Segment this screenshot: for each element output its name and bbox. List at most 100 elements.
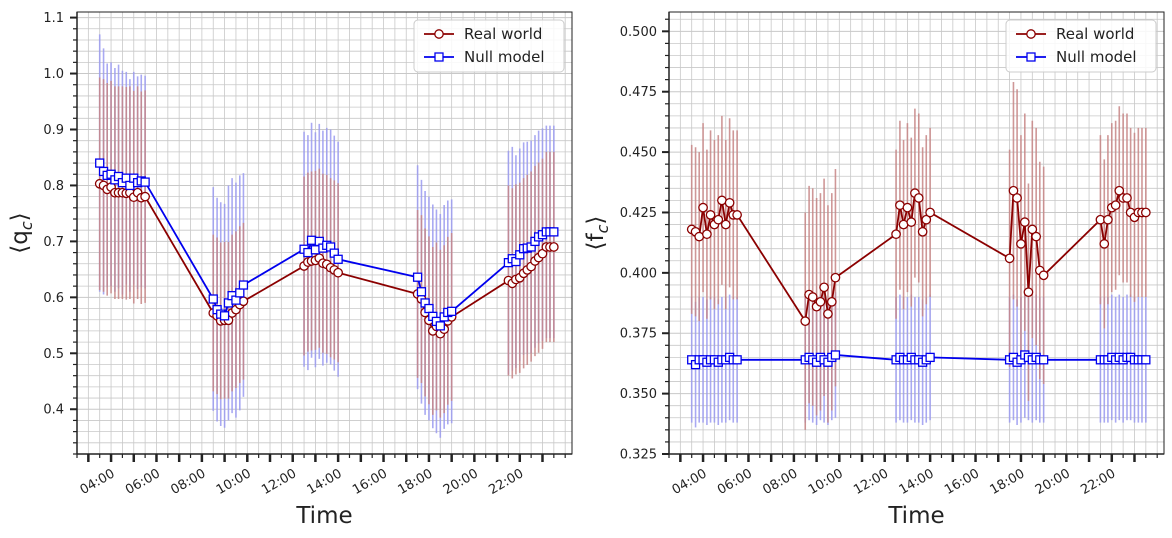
panel-qc-chart: 0.40.50.60.70.80.91.01.104:00 06:00 08:00 1…	[7, 11, 573, 529]
real-world-point	[1099, 239, 1110, 249]
plot-frame	[76, 11, 573, 455]
real-world-point	[1110, 200, 1121, 211]
real-world-point	[830, 272, 841, 283]
y-tick-label: 0.6	[43, 291, 64, 306]
real-world-point	[724, 197, 735, 208]
null-model-point	[732, 355, 742, 365]
x-axis-label: Time	[887, 503, 944, 529]
x-tick-label: 14:00	[897, 466, 937, 498]
real-world-point	[1038, 270, 1049, 281]
y-axis-label-open: ⟨q	[7, 230, 33, 254]
y-tick-label: 0.450	[620, 146, 657, 161]
real-world-point	[917, 226, 928, 237]
x-tick-label: 12:00	[851, 466, 891, 498]
y-tick-label: 0.8	[43, 179, 64, 194]
real-world-point	[819, 282, 829, 293]
legend-circle-marker	[1026, 29, 1036, 39]
real-world-point	[823, 309, 833, 319]
panel-fc-chart: 0.325 0.350 0.375 0.400 0.425 0.450 0.475 0.500…	[583, 11, 1165, 529]
real-world-point	[906, 217, 917, 227]
legend-box	[413, 19, 565, 73]
x-tick-label: 18:00	[988, 466, 1028, 498]
null-model-point	[140, 177, 150, 187]
x-tick-label: 10:00	[806, 466, 846, 498]
null-model-point	[310, 245, 321, 255]
null-model-point	[447, 306, 457, 316]
real-world-point	[902, 202, 913, 213]
x-tick-label: 08:00	[760, 466, 800, 498]
real-world-point	[1019, 217, 1030, 227]
real-world-point	[333, 267, 343, 278]
null-model-point	[306, 235, 317, 245]
y-tick-label: 0.325	[620, 448, 657, 463]
y-axis-label: ⟨fc⟩	[583, 216, 612, 251]
null-model-point	[208, 294, 218, 304]
null-model-point	[412, 272, 423, 282]
real-world-point	[925, 207, 935, 218]
y-axis-label: ⟨qc⟩	[7, 212, 36, 253]
legend-square-marker	[1026, 52, 1036, 62]
real-world-point	[1027, 224, 1038, 235]
null-model-point	[1039, 355, 1049, 365]
x-tick-label: 06:00	[715, 466, 755, 498]
real-world-point	[720, 219, 731, 230]
x-tick-label: 22:00	[1078, 466, 1118, 498]
null-model-point	[435, 321, 445, 331]
real-world-point	[698, 202, 708, 213]
real-world-point	[1031, 231, 1042, 242]
real-world-point	[1016, 239, 1026, 249]
real-world-point	[826, 296, 837, 307]
real-world-point	[1114, 185, 1125, 196]
null-model-point	[333, 254, 343, 264]
real-world-point	[913, 193, 924, 203]
null-model-point	[416, 287, 427, 297]
y-tick-label: 0.375	[620, 327, 657, 342]
y-tick-label: 0.425	[620, 206, 657, 221]
real-world-point	[891, 229, 901, 240]
legend-entry-label: Null model	[1056, 48, 1137, 66]
null-model-point	[235, 288, 245, 298]
x-tick-label: 20:00	[441, 466, 481, 498]
real-world-point	[705, 210, 716, 220]
real-world-point	[713, 214, 724, 225]
real-world-point	[807, 292, 818, 302]
y-axis-label-open: ⟨f	[583, 232, 609, 250]
null-model-point	[925, 352, 935, 363]
real-world-point	[548, 242, 559, 252]
plot-frame	[668, 11, 1165, 455]
real-world-point	[1103, 214, 1113, 225]
y-tick-label: 0.9	[43, 123, 64, 138]
real-world-point	[800, 316, 811, 327]
x-tick-label: 10:00	[214, 466, 254, 498]
legend-entry-label: Real world	[464, 25, 542, 43]
real-world-point	[1023, 287, 1034, 298]
real-world-point	[1122, 193, 1132, 203]
y-tick-label: 0.7	[43, 235, 64, 250]
y-tick-label: 0.475	[620, 85, 657, 100]
null-model-point	[549, 227, 559, 237]
legend-square-marker	[434, 52, 444, 62]
legend-entry-label: Null model	[464, 48, 545, 66]
real-world-point	[1012, 193, 1022, 203]
null-model-point	[424, 303, 434, 314]
null-model-point	[1141, 355, 1151, 365]
x-tick-label: 16:00	[350, 466, 390, 498]
y-tick-label: 0.400	[620, 266, 657, 281]
x-tick-label: 22:00	[486, 466, 526, 498]
y-tick-label: 0.500	[620, 25, 657, 40]
null-model-point	[238, 280, 249, 290]
real-world-point	[732, 210, 742, 220]
real-world-point	[1140, 207, 1151, 218]
real-world-point	[815, 296, 826, 307]
legend-circle-marker	[434, 29, 444, 39]
y-axis-label-close: ⟩	[583, 216, 609, 225]
real-world-point	[921, 214, 932, 225]
y-axis-label-subscript: c	[593, 224, 612, 233]
x-tick-label: 14:00	[305, 466, 345, 498]
real-world-point	[1004, 253, 1015, 264]
x-tick-label: 04:00	[670, 466, 710, 498]
real-world-point	[140, 191, 150, 202]
null-model-point	[219, 311, 230, 321]
y-axis-label-subscript: c	[17, 221, 36, 230]
